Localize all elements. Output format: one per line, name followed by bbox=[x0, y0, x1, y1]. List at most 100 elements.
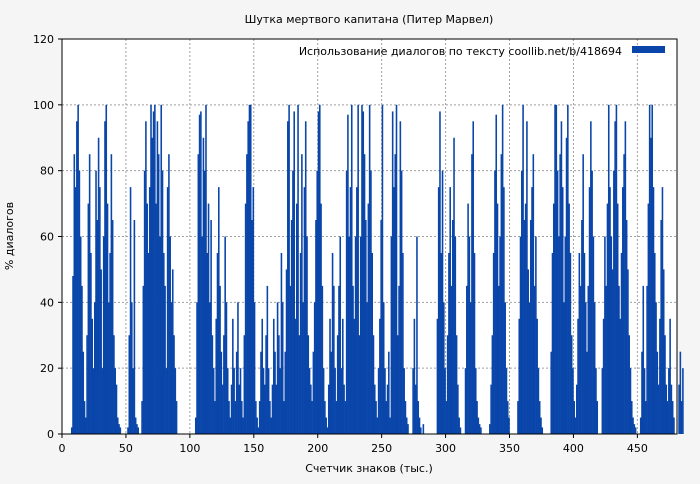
bar bbox=[528, 302, 531, 434]
bar bbox=[143, 170, 146, 435]
bar bbox=[623, 154, 625, 434]
bar bbox=[505, 368, 508, 434]
bar bbox=[390, 236, 393, 434]
bar bbox=[473, 252, 476, 434]
bar bbox=[353, 318, 356, 434]
bar bbox=[310, 384, 312, 435]
bar bbox=[469, 302, 472, 434]
bar bbox=[170, 302, 173, 434]
bar bbox=[591, 170, 593, 435]
bar bbox=[536, 318, 538, 434]
bar bbox=[152, 111, 155, 435]
bar bbox=[91, 318, 93, 434]
bar bbox=[494, 170, 496, 435]
bar bbox=[561, 187, 564, 435]
bar bbox=[503, 187, 505, 435]
bar bbox=[665, 384, 668, 435]
bar bbox=[165, 368, 168, 434]
bar bbox=[242, 417, 244, 434]
bar bbox=[492, 252, 495, 434]
bar bbox=[472, 121, 475, 434]
bar bbox=[97, 137, 100, 434]
bar bbox=[88, 154, 91, 434]
bar bbox=[142, 285, 145, 435]
x-tick-label: 300 bbox=[435, 442, 456, 455]
bar bbox=[660, 220, 662, 434]
bar bbox=[573, 401, 576, 434]
bar bbox=[564, 236, 567, 434]
bar bbox=[476, 401, 478, 434]
bar bbox=[448, 252, 450, 434]
bar bbox=[526, 121, 528, 434]
bar bbox=[613, 170, 615, 435]
bar bbox=[210, 220, 212, 434]
bar bbox=[559, 154, 561, 434]
bar bbox=[354, 236, 357, 434]
bar bbox=[95, 170, 97, 435]
bar bbox=[563, 302, 565, 434]
bar bbox=[77, 104, 79, 434]
bar bbox=[255, 401, 257, 434]
y-tick-label: 40 bbox=[40, 296, 54, 309]
bar bbox=[302, 302, 304, 434]
y-tick-label: 100 bbox=[33, 99, 54, 112]
bar bbox=[339, 236, 342, 434]
x-tick-label: 100 bbox=[179, 442, 200, 455]
bar bbox=[664, 335, 666, 434]
bar bbox=[581, 220, 583, 434]
bar bbox=[627, 269, 629, 434]
bar bbox=[618, 285, 620, 435]
bar bbox=[400, 170, 403, 435]
x-tick-label: 200 bbox=[307, 442, 328, 455]
bar bbox=[590, 121, 592, 434]
bar bbox=[102, 236, 105, 434]
bar bbox=[166, 187, 169, 435]
bar bbox=[151, 137, 154, 434]
x-tick-label: 0 bbox=[59, 442, 66, 455]
bar bbox=[85, 417, 87, 434]
bar bbox=[330, 351, 333, 434]
bar bbox=[333, 285, 335, 435]
bar bbox=[290, 220, 293, 434]
bar bbox=[284, 351, 287, 434]
bar bbox=[276, 302, 279, 434]
bar bbox=[422, 424, 425, 435]
bar bbox=[622, 187, 624, 435]
bar bbox=[556, 170, 559, 435]
bar bbox=[261, 318, 264, 434]
bar bbox=[445, 401, 448, 434]
bar bbox=[592, 236, 595, 434]
bar bbox=[377, 368, 380, 434]
bar bbox=[275, 384, 278, 435]
bar bbox=[194, 417, 197, 434]
y-tick-label: 0 bbox=[47, 428, 54, 441]
bar bbox=[249, 104, 252, 434]
bar bbox=[308, 368, 311, 434]
bar bbox=[248, 104, 251, 434]
bar bbox=[340, 368, 343, 434]
bar bbox=[395, 104, 398, 434]
bar bbox=[331, 252, 334, 434]
bar bbox=[361, 104, 363, 434]
bar bbox=[533, 285, 536, 435]
bar bbox=[327, 384, 330, 435]
bar bbox=[477, 417, 480, 434]
bar bbox=[405, 417, 408, 434]
bar bbox=[230, 384, 233, 435]
bar bbox=[560, 121, 563, 434]
bar bbox=[437, 187, 440, 435]
bar bbox=[232, 318, 234, 434]
bar bbox=[109, 252, 111, 434]
bar bbox=[270, 417, 272, 434]
bar bbox=[554, 104, 556, 434]
plot-frame bbox=[61, 38, 678, 435]
bar bbox=[358, 335, 361, 434]
x-axis-label: Счетчик знаков (тыс.) bbox=[305, 462, 433, 475]
bar bbox=[226, 368, 229, 434]
bar bbox=[287, 121, 289, 434]
bar bbox=[265, 335, 267, 434]
bar bbox=[81, 285, 83, 435]
bar bbox=[93, 302, 96, 434]
bar bbox=[198, 114, 201, 435]
bar bbox=[288, 104, 290, 434]
